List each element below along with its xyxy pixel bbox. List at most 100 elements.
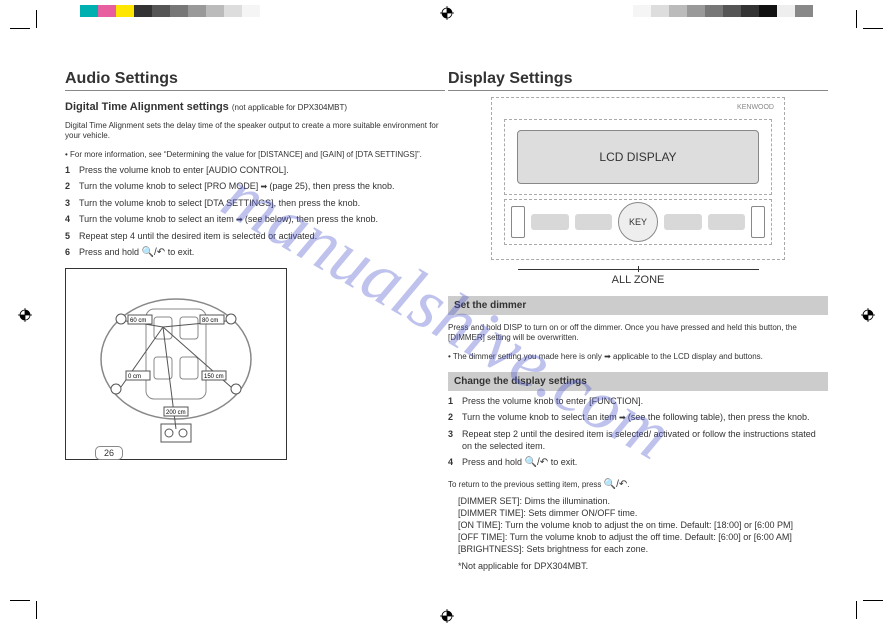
- step-text: Repeat step 2 until the desired item is …: [462, 429, 651, 439]
- step-text: Press the volume knob to enter [AUDIO CO…: [79, 164, 445, 176]
- button-icon: [531, 214, 569, 230]
- step-text: Press the volume knob to enter [FUNCTION…: [462, 395, 828, 407]
- button-icon: [575, 214, 613, 230]
- crop-mark: [856, 10, 857, 28]
- left-page: Audio Settings Digital Time Alignment se…: [65, 70, 445, 460]
- grey-heading: Set the dimmer: [448, 296, 828, 315]
- page-number: 26: [95, 446, 123, 460]
- lcd-zone: LCD DISPLAY: [504, 119, 772, 195]
- option-item: [ON TIME]: Turn the volume knob to adjus…: [458, 519, 828, 531]
- color-swatch: [741, 5, 759, 17]
- step-4: 4Turn the volume knob to select an item(…: [65, 213, 445, 226]
- color-swatch: [188, 5, 206, 17]
- color-swatch: [723, 5, 741, 17]
- svg-text:80 cm: 80 cm: [202, 318, 218, 324]
- color-swatch: [795, 5, 813, 17]
- step-text: to exit.: [168, 247, 195, 257]
- step-text: Press and hold: [79, 247, 139, 257]
- arrow-icon: [258, 181, 269, 191]
- step-5: 5Repeat step 4 until the desired item is…: [65, 230, 445, 242]
- color-swatch: [759, 5, 777, 17]
- option-footnote: *Not applicable for DPX304MBT.: [458, 560, 828, 572]
- page-spread: Audio Settings Digital Time Alignment se…: [50, 40, 843, 589]
- arrow-icon: [234, 214, 245, 224]
- step-text: press the knob.: [299, 198, 361, 208]
- registration-mark: [861, 308, 875, 322]
- button-icon: [664, 214, 702, 230]
- option-item: [DIMMER TIME]: Sets dimmer ON/OFF time.: [458, 507, 828, 519]
- color-swatch: [134, 5, 152, 17]
- option-item: [DIMMER SET]: Dims the illumination.: [458, 495, 828, 507]
- step-text: (see below), then press the knob.: [245, 214, 378, 224]
- registration-mark: [440, 609, 454, 623]
- color-swatch: [705, 5, 723, 17]
- usb-slot-icon: [751, 206, 765, 238]
- svg-text:200 cm: 200 cm: [166, 410, 186, 416]
- color-swatch: [224, 5, 242, 17]
- intro-more: • For more information, see “Determining…: [65, 150, 445, 160]
- color-swatch: [633, 5, 651, 17]
- body-text: Press and hold DISP to turn on or off th…: [448, 323, 828, 344]
- color-swatch: [777, 5, 795, 17]
- brand-label: KENWOOD: [498, 104, 778, 113]
- crop-mark: [36, 601, 37, 619]
- step-text: Repeat step 4 until the desired item is …: [79, 231, 276, 241]
- color-swatch: [669, 5, 687, 17]
- crop-mark: [10, 28, 30, 29]
- step-text: Press and hold: [462, 457, 522, 467]
- step-text: to exit.: [551, 457, 578, 467]
- aux-slot-icon: [511, 206, 525, 238]
- step-3: 3Turn the volume knob to select [DTA SET…: [65, 197, 445, 209]
- color-swatch: [152, 5, 170, 17]
- volume-knob-icon: KEY: [618, 202, 658, 242]
- section-title: Display Settings: [448, 70, 828, 91]
- color-swatch: [170, 5, 188, 17]
- step-1: 1Press the volume knob to enter [AUDIO C…: [65, 164, 445, 176]
- step-text: Turn the volume knob to select an item: [79, 214, 234, 224]
- right-page: Display Settings KENWOOD LCD DISPLAY KEY: [448, 70, 828, 576]
- svg-text:150 cm: 150 cm: [204, 374, 224, 380]
- svg-text:0 cm: 0 cm: [128, 374, 141, 380]
- print-colorbar-right: [633, 5, 813, 17]
- step-text: Turn the volume knob to select an item: [462, 412, 617, 422]
- step-text: (see the following table), then press th…: [628, 412, 810, 422]
- svg-text:60 cm: 60 cm: [130, 318, 146, 324]
- crop-mark: [863, 28, 883, 29]
- color-swatch: [651, 5, 669, 17]
- option-item: [OFF TIME]: Turn the volume knob to adju…: [458, 531, 828, 543]
- crop-mark: [863, 600, 883, 601]
- step-2: 2Turn the volume knob to select [PRO MOD…: [65, 180, 445, 193]
- color-swatch: [206, 5, 224, 17]
- step-1: 1Press the volume knob to enter [FUNCTIO…: [448, 395, 828, 407]
- step-4: 4Press and hold 🔍/↶ to exit.: [448, 456, 828, 470]
- color-swatch: [687, 5, 705, 17]
- head-unit-diagram: KENWOOD LCD DISPLAY KEY: [491, 97, 785, 260]
- subsection-note: (not applicable for DPX304MBT): [232, 103, 347, 112]
- lcd-label: LCD DISPLAY: [517, 130, 758, 184]
- section-title: Audio Settings: [65, 70, 445, 91]
- color-swatch: [116, 5, 134, 17]
- step-text: Turn the volume knob to select [DTA SETT…: [79, 198, 296, 208]
- zone-bracket: [448, 266, 828, 272]
- step-2: 2Turn the volume knob to select an item(…: [448, 411, 828, 424]
- color-swatch: [80, 5, 98, 17]
- step-text: Turn the volume knob to select [PRO MODE…: [79, 181, 258, 191]
- registration-mark: [440, 6, 454, 20]
- print-colorbar-left: [80, 5, 260, 17]
- body-text: • The dimmer setting you made here is on…: [448, 352, 828, 362]
- crop-mark: [10, 600, 30, 601]
- color-swatch: [98, 5, 116, 17]
- registration-mark: [18, 308, 32, 322]
- crop-mark: [36, 10, 37, 28]
- allzone-label: ALL ZONE: [448, 274, 828, 286]
- step-text: (page 25), then press the knob.: [269, 181, 394, 191]
- return-note: To return to the previous setting item, …: [448, 478, 828, 491]
- step-text: the selected item.: [475, 441, 546, 451]
- step-text: activated.: [279, 231, 318, 241]
- crop-mark: [856, 601, 857, 619]
- subsection-label: Digital Time Alignment settings: [65, 101, 229, 113]
- search-return-icon: 🔍/↶: [142, 247, 166, 258]
- button-icon: [708, 214, 746, 230]
- intro-text: Digital Time Alignment sets the delay ti…: [65, 121, 445, 142]
- options-list: [DIMMER SET]: Dims the illumination. [DI…: [458, 495, 828, 572]
